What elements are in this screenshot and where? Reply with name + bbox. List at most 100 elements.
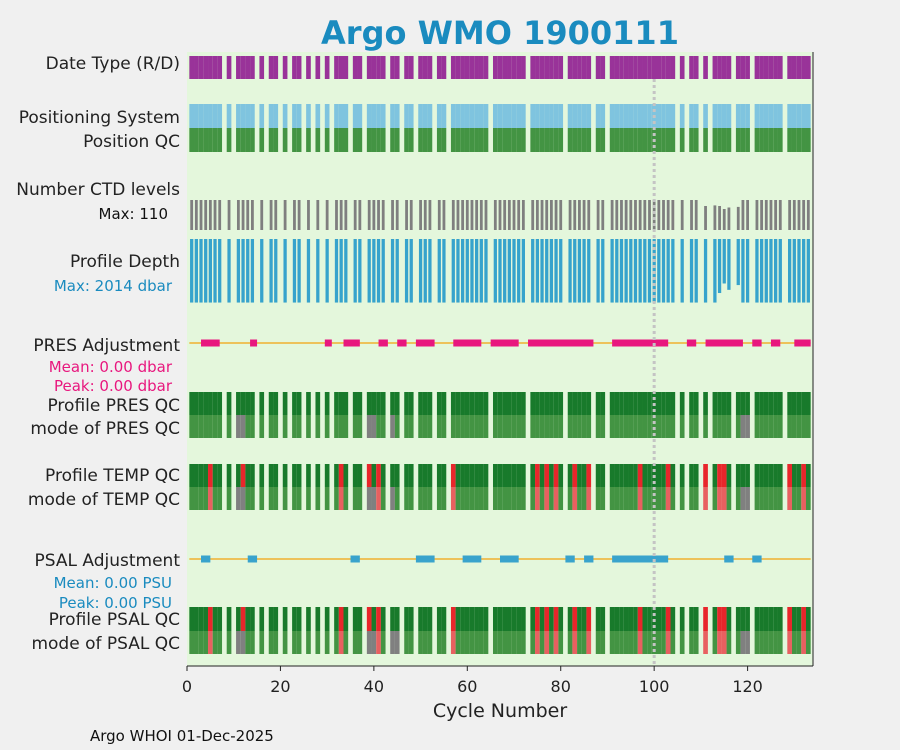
mode-psal-qc-bar xyxy=(306,631,311,654)
mode-psal-qc-bar xyxy=(787,631,792,654)
ctd-levels-bar xyxy=(507,200,511,230)
psal-adjustment-segment xyxy=(415,555,435,563)
ctd-levels-bar xyxy=(610,200,614,230)
profile-psal-qc-bar xyxy=(787,607,792,631)
profile-pres-qc-bar xyxy=(474,392,479,415)
depth-max-label: Max: 2014 dbar xyxy=(54,277,173,295)
positioning-system-bar xyxy=(408,104,414,128)
profile-pres-qc-bar xyxy=(441,392,447,415)
date-type-bar xyxy=(324,56,330,79)
profile-temp-qc-bar xyxy=(245,464,251,487)
ctd-levels-bar xyxy=(372,200,376,230)
mode-psal-qc-bar xyxy=(455,631,461,654)
ctd-levels-bar xyxy=(615,200,619,230)
mode-psal-qc-bar xyxy=(801,631,806,654)
profile-pres-qc-bar xyxy=(656,392,662,415)
ctd-levels-bar xyxy=(251,200,254,230)
mode-psal-qc-bar xyxy=(773,631,778,654)
positioning-system-bar xyxy=(212,104,218,128)
profile-psal-qc-bar xyxy=(623,607,629,631)
profile-temp-qc-bar xyxy=(735,464,741,487)
mode-psal-qc-bar xyxy=(212,631,218,654)
positioning-system-bar xyxy=(357,104,363,128)
label-mode-pres-qc: mode of PRES QC xyxy=(30,419,180,439)
positioning-system-bar xyxy=(759,104,764,128)
ctd-levels-bar xyxy=(638,200,642,230)
label-positioning-system: Positioning System xyxy=(19,108,180,128)
profile-psal-qc-bar xyxy=(189,607,195,631)
profile-depth-bar xyxy=(218,239,222,303)
positioning-system-bar xyxy=(791,104,797,128)
profile-depth-bar xyxy=(535,239,540,303)
profile-psal-qc-bar xyxy=(380,607,386,631)
profile-depth-bar xyxy=(316,239,320,303)
profile-pres-qc-bar xyxy=(422,392,428,415)
date-type-bar xyxy=(189,56,195,79)
mode-pres-qc-bar xyxy=(282,415,288,438)
date-type-bar xyxy=(745,56,750,79)
position-qc-bar xyxy=(567,128,573,152)
date-type-bar xyxy=(549,56,554,79)
profile-depth-bar xyxy=(633,239,638,303)
ctd-levels-bar xyxy=(283,200,287,230)
profile-psal-qc-bar xyxy=(450,607,456,631)
profile-depth-bar xyxy=(475,239,479,303)
position-qc-bar xyxy=(282,128,288,152)
profile-pres-qc-bar xyxy=(535,392,540,415)
date-type-bar xyxy=(212,56,218,79)
pres-adjustment-segment xyxy=(770,339,781,347)
date-type-bar xyxy=(679,56,685,79)
mode-temp-qc-bar xyxy=(497,487,503,510)
ctd-levels-bar xyxy=(624,200,628,230)
pres-adjustment-segment xyxy=(794,339,811,347)
mode-pres-qc-bar xyxy=(366,415,372,438)
profile-pres-qc-bar xyxy=(614,392,620,415)
mode-psal-qc-bar xyxy=(483,631,489,654)
ctd-levels-bar xyxy=(662,200,665,230)
pres-adjustment-segment xyxy=(453,339,482,347)
positioning-system-bar xyxy=(581,104,587,128)
profile-temp-qc-bar xyxy=(268,464,274,487)
profile-depth-bar xyxy=(703,239,708,303)
ctd-levels-bar xyxy=(381,200,385,230)
mode-pres-qc-bar xyxy=(226,415,232,438)
ctd-levels-bar xyxy=(722,209,726,230)
ctd-levels-bar xyxy=(578,200,581,230)
positioning-system-bar xyxy=(352,104,358,128)
profile-temp-qc-bar xyxy=(273,464,279,487)
mode-pres-qc-bar xyxy=(740,415,746,438)
mode-temp-qc-bar xyxy=(619,487,624,510)
date-type-bar xyxy=(343,56,349,79)
profile-depth-bar xyxy=(657,239,661,303)
x-tick-label: 0 xyxy=(182,677,192,696)
mode-temp-qc-bar xyxy=(787,487,792,510)
position-qc-bar xyxy=(189,128,195,152)
profile-temp-qc-bar xyxy=(535,464,540,487)
position-qc-bar xyxy=(628,128,634,152)
mode-psal-qc-bar xyxy=(464,631,470,654)
profile-psal-qc-bar xyxy=(357,607,363,631)
profile-depth-bar xyxy=(764,239,768,303)
psal-adjustment-segment xyxy=(350,555,360,563)
mode-psal-qc-bar xyxy=(665,631,671,654)
profile-temp-qc-bar xyxy=(371,464,377,487)
mode-psal-qc-bar xyxy=(469,631,475,654)
mode-psal-qc-bar xyxy=(282,631,288,654)
psal-mean-label: Mean: 0.00 PSU xyxy=(54,574,172,592)
profile-temp-qc-bar xyxy=(516,464,522,487)
mode-pres-qc-bar xyxy=(334,415,339,438)
label-profile-depth: Profile Depth xyxy=(70,252,180,272)
mode-temp-qc-bar xyxy=(703,487,708,510)
mode-temp-qc-bar xyxy=(712,487,718,510)
position-qc-bar xyxy=(572,128,578,152)
profile-pres-qc-bar xyxy=(647,392,652,415)
profile-psal-qc-bar xyxy=(773,607,778,631)
mode-temp-qc-bar xyxy=(801,487,806,510)
mode-psal-qc-bar xyxy=(721,631,727,654)
x-axis: 0 20 40 60 80 100 120 xyxy=(182,52,814,696)
mode-psal-qc-bar xyxy=(292,631,297,654)
mode-temp-qc-bar xyxy=(726,487,732,510)
profile-psal-qc-bar xyxy=(324,607,330,631)
ctd-levels-bar xyxy=(769,200,773,230)
mode-pres-qc-bar xyxy=(352,415,358,438)
